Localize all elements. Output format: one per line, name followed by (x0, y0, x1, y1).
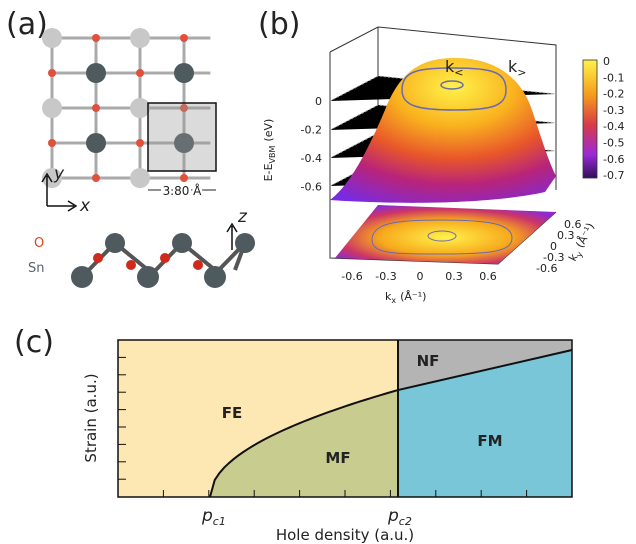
axis-y: y (53, 164, 65, 184)
tick-label: -0.2 (301, 124, 322, 137)
o-atom (92, 174, 100, 182)
sn-atom (86, 63, 106, 83)
unit-cell (148, 103, 216, 171)
tick-label: -0.2 (603, 88, 624, 101)
surface (330, 58, 556, 203)
o-atom (48, 69, 56, 77)
side-view (71, 233, 255, 288)
label-sub: x (391, 296, 396, 305)
tick-label: -0.4 (301, 152, 322, 165)
projection (335, 205, 556, 264)
tick-label: -0.1 (603, 71, 624, 84)
p-base: p (387, 506, 399, 526)
kx-label: kx(Å⁻¹) (385, 290, 426, 305)
o-atom (126, 260, 136, 270)
o-atom (193, 260, 203, 270)
label-unit: (Å⁻¹) (400, 290, 426, 303)
tick-label: 0 (603, 55, 610, 68)
o-atom (92, 34, 100, 42)
tick-label: -0.4 (603, 120, 624, 133)
o-atom (93, 253, 103, 263)
figure: (a) 3.80 Å y x z O Sn (b) k< k> E-EVBM(e… (0, 0, 636, 544)
sn-atom (235, 233, 255, 253)
tick-label: -0.5 (603, 137, 624, 150)
o-atom (136, 69, 144, 77)
sn-atom (172, 233, 192, 253)
sn-atom (86, 133, 106, 153)
atom-o: O (34, 236, 44, 251)
o-atom (136, 139, 144, 147)
energy-label: E-EVBM (eV) (262, 119, 277, 182)
tick-label: 0 (417, 270, 424, 283)
sn-atom-lower (130, 28, 150, 48)
sn-atom (174, 63, 194, 83)
tick-label: 0.3 (557, 229, 575, 242)
p-sub: c1 (213, 515, 226, 528)
tick-label: 0 (315, 95, 322, 108)
label-sub: VBM (268, 145, 277, 163)
pc2: pc2 (387, 506, 412, 528)
x-axis-label: Hole density (a.u.) (276, 526, 414, 544)
o-atom (160, 253, 170, 263)
o-atom (92, 104, 100, 112)
region-label: NF (417, 352, 440, 370)
sn-atom-lower (42, 28, 62, 48)
axis-x: x (79, 196, 91, 216)
tick-label: 0.3 (445, 270, 463, 283)
colorbar (583, 60, 597, 178)
panel-label: (a) (6, 7, 48, 42)
page: (a) 3.80 Å y x z O Sn (b) k< k> E-EVBM(e… (0, 0, 636, 544)
k-greater: k> (508, 57, 526, 79)
tick-label: -0.6 (603, 153, 624, 166)
tick-label: -0.3 (375, 270, 396, 283)
lattice-constant: 3.80 Å (163, 183, 203, 198)
y-axis-label: Strain (a.u.) (82, 373, 100, 462)
k-sub: > (517, 66, 526, 79)
tick-label: -0.7 (603, 169, 624, 182)
panel-label: (c) (14, 325, 54, 360)
tick-label: 0.6 (479, 270, 497, 283)
k-sub: < (454, 66, 463, 79)
tick-label: -0.6 (536, 262, 557, 275)
sn-atom (204, 266, 226, 288)
p-sub: c2 (399, 515, 412, 528)
region-label: FE (222, 404, 243, 422)
tick-label: -0.6 (301, 181, 322, 194)
o-atom (48, 139, 56, 147)
o-atom (180, 174, 188, 182)
tick-label: -0.6 (341, 270, 362, 283)
sn-atom (137, 266, 159, 288)
pc1: pc1 (201, 506, 226, 528)
tick-label: -0.3 (603, 104, 624, 117)
sn-atom-lower (130, 168, 150, 188)
label-unit: (eV) (262, 119, 275, 142)
sn-atom-lower (42, 98, 62, 118)
panel-label: (b) (258, 7, 300, 42)
region-label: FM (477, 432, 502, 450)
o-atom (180, 34, 188, 42)
sn-atom (71, 266, 93, 288)
sn-atom (105, 233, 125, 253)
label-base: E-E (262, 163, 275, 181)
region-label: MF (325, 449, 350, 467)
p-base: p (201, 506, 213, 526)
axis-z: z (237, 207, 248, 227)
sn-atom-lower (130, 98, 150, 118)
atom-sn: Sn (28, 261, 45, 276)
